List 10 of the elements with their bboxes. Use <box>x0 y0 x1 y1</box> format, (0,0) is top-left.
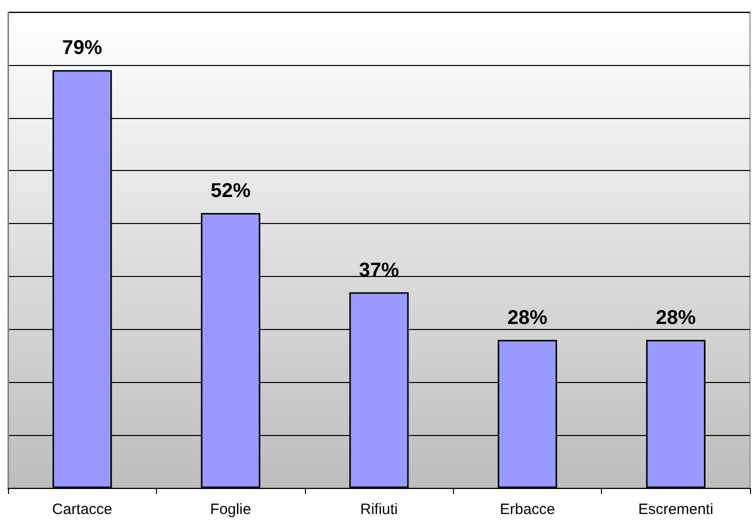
data-label: 37% <box>358 259 400 282</box>
data-label: 28% <box>507 306 548 329</box>
x-tick-label: Erbacce <box>500 501 555 518</box>
x-tick-label: Cartacce <box>52 501 112 518</box>
x-tick-label: Foglie <box>210 501 252 518</box>
x-tick-label: Rifiuti <box>360 501 398 518</box>
data-label: 28% <box>656 306 696 329</box>
x-tick-label: Escrementi <box>638 501 714 518</box>
data-label: 79% <box>62 37 102 60</box>
data-label: 52% <box>210 180 251 202</box>
